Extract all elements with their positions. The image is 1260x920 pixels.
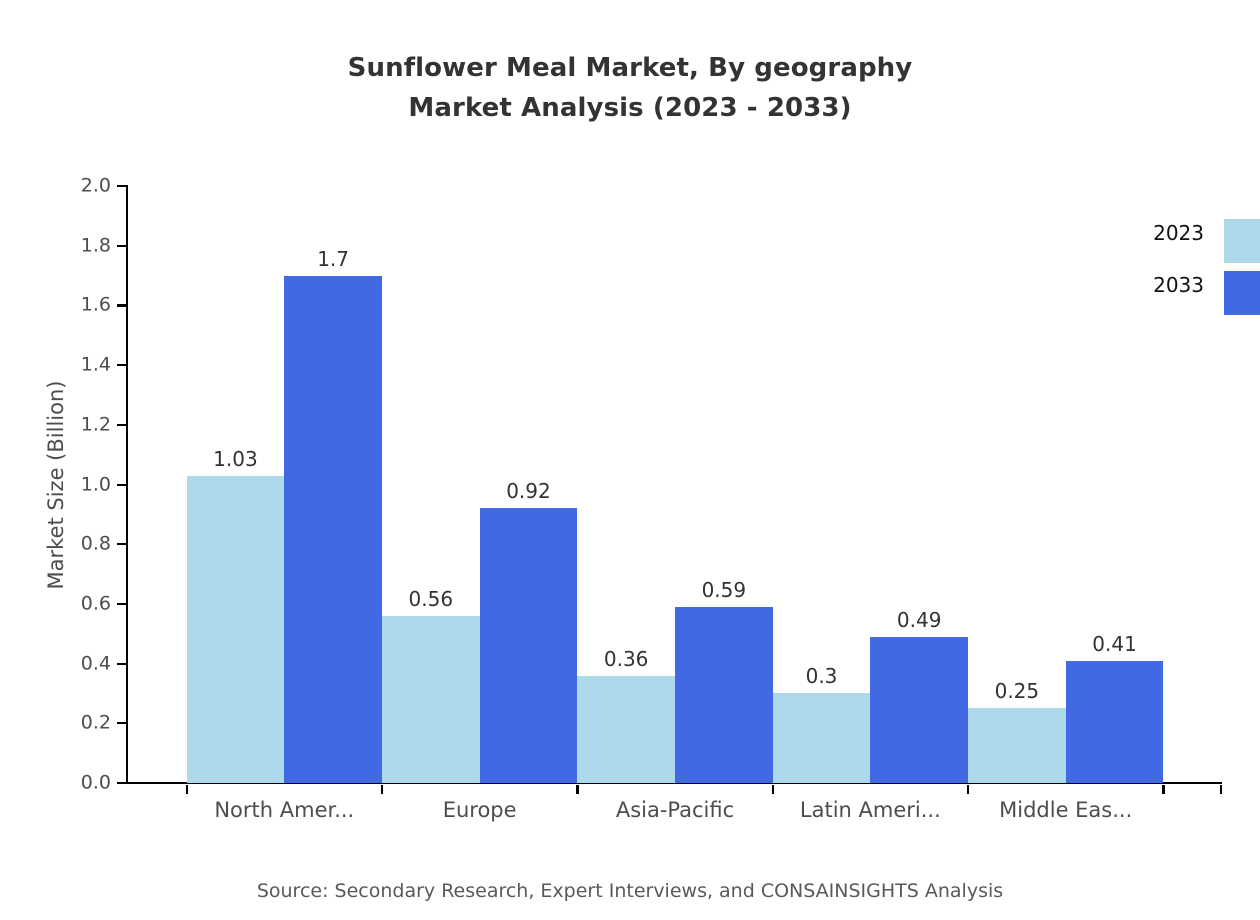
source-note: Source: Secondary Research, Expert Inter… <box>256 880 1004 902</box>
x-axis-tick <box>576 785 579 794</box>
bar-value-label: 1.03 <box>213 446 258 471</box>
x-axis-category-label: Asia-Pacific <box>615 798 735 822</box>
bar-value-label: 0.36 <box>603 646 649 671</box>
chart-title-line-2: Market Analysis (2023 - 2033) <box>408 93 852 123</box>
chart-legend: 2023 2033 <box>1130 219 1260 323</box>
bar-value-label: 0.41 <box>1092 631 1137 656</box>
x-axis-tick <box>380 785 384 794</box>
y-axis-tick-label: 0.2 <box>80 711 111 734</box>
y-axis-tick <box>117 304 126 307</box>
bar-value-label: 0.92 <box>506 479 551 504</box>
y-axis-tick-label: 0.6 <box>80 592 111 615</box>
legend-color-swatch <box>1224 219 1260 263</box>
y-axis-tick-label: 0.0 <box>80 771 111 794</box>
x-axis-category-label: Middle Eas... <box>999 798 1133 822</box>
x-axis-spine <box>126 782 1222 785</box>
chart-title-line-1: Sunflower Meal Market, By geography <box>347 53 913 83</box>
legend-color-swatch <box>1224 271 1260 315</box>
y-axis-tick-label: 1.8 <box>80 234 111 257</box>
x-axis-tick <box>1220 785 1223 794</box>
y-axis-spine <box>126 185 129 784</box>
bar[interactable]: 0.36 <box>577 649 675 783</box>
bar-value-label: 0.59 <box>701 577 747 602</box>
y-axis-label: Market Size (Billion) <box>44 380 68 589</box>
bar[interactable]: 0.92 <box>479 481 578 783</box>
bar-value-label: 0.3 <box>805 664 838 689</box>
bar[interactable]: 0.59 <box>675 580 773 783</box>
y-axis-tick-label: 2.0 <box>80 174 111 197</box>
y-axis-tick-label: 1.2 <box>80 413 111 436</box>
y-axis-tick <box>117 543 126 546</box>
y-axis-tick <box>117 602 126 606</box>
x-axis-tick <box>1162 785 1165 794</box>
bar-value-label: 0.25 <box>994 679 1040 704</box>
x-axis-tick <box>185 785 188 794</box>
y-axis-tick <box>117 244 126 247</box>
legend-item[interactable]: 2033 <box>1130 271 1260 323</box>
bar[interactable]: 0.49 <box>870 610 969 783</box>
legend-item[interactable]: 2023 <box>1130 219 1260 271</box>
x-axis-tick <box>967 785 970 794</box>
y-axis-tick-label: 0.4 <box>80 652 111 675</box>
x-axis-category-label: Latin Ameri... <box>799 798 941 822</box>
x-axis-category-label: Europe <box>442 798 517 822</box>
bar[interactable]: 0.41 <box>1065 634 1164 783</box>
bar[interactable]: 0.56 <box>381 589 480 783</box>
y-axis-tick <box>117 662 126 665</box>
y-axis-tick <box>117 364 126 367</box>
plot-area: Market Size (Billion) 0.0 0.2 0.4 0.6 0.8 1.0… <box>44 176 1223 821</box>
y-axis-tick <box>117 483 126 486</box>
y-axis-tick <box>117 185 126 188</box>
chart-title: Sunflower Meal Market, By geography Mark… <box>0 48 1260 128</box>
y-axis-tick-label: 1.0 <box>80 473 111 495</box>
bar[interactable]: 0.25 <box>968 681 1066 783</box>
bar[interactable]: 0.3 <box>772 666 871 783</box>
bar-value-label: 1.7 <box>317 246 350 271</box>
y-axis-tick-label: 0.8 <box>80 532 111 555</box>
y-axis-tick <box>117 782 126 785</box>
bar[interactable]: 1.03 <box>186 449 285 783</box>
bar-value-label: 0.56 <box>408 586 454 611</box>
y-axis-tick <box>117 423 126 426</box>
legend-item-label: 2033 <box>1153 273 1204 297</box>
x-axis-tick <box>771 785 774 794</box>
bar[interactable]: 1.7 <box>284 249 382 783</box>
y-axis-tick-label: 1.4 <box>80 353 111 376</box>
bar-value-label: 0.49 <box>896 607 942 632</box>
y-axis-tick <box>117 722 126 725</box>
y-axis-tick-label: 1.6 <box>80 293 111 316</box>
x-axis-category-label: North Amer... <box>214 798 355 822</box>
legend-item-label: 2023 <box>1153 221 1204 245</box>
